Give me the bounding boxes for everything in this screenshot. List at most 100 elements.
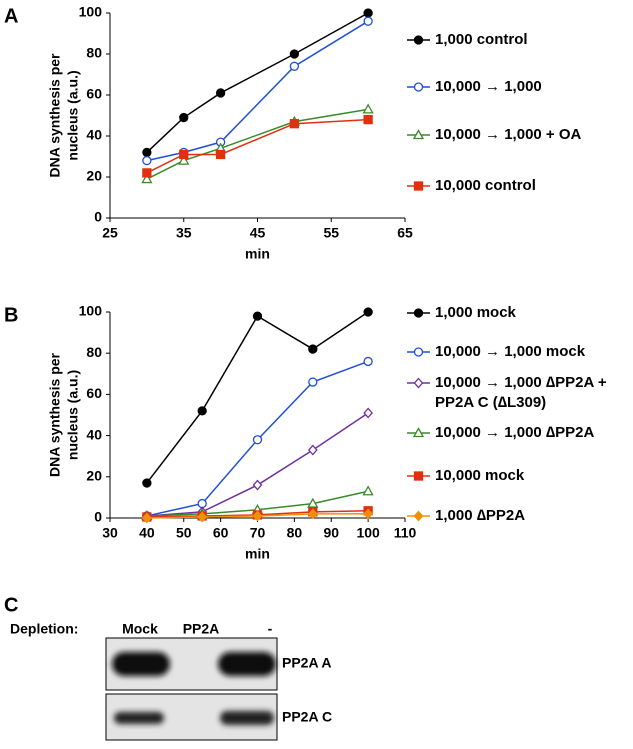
x-tick-label: 25 [102,225,118,241]
marker [363,8,373,18]
marker [307,497,319,508]
marker [413,471,424,481]
marker [412,427,425,438]
x-tick-label: 110 [394,525,417,541]
marker [289,49,300,59]
lane-label: Mock [122,621,158,637]
marker [413,377,424,389]
y-axis-title: DNA synthesis per [47,352,63,477]
y-tick-label: 60 [86,385,102,401]
marker [142,155,152,166]
marker [413,35,424,45]
marker [363,356,373,367]
marker [363,307,373,317]
x-tick-label: 65 [397,225,413,241]
marker [289,119,300,129]
marker [142,168,152,178]
legend-label: 10,000 → 1,000 ∆PP2A + PP2A C (∆L309) [435,374,607,411]
band [220,711,274,725]
row-label: Depletion: [10,621,78,637]
marker [308,377,318,387]
legend-label: 10,000 → 1,000 mock [435,343,586,360]
y-tick-label: 80 [86,344,102,360]
lane-label: PP2A [183,621,220,637]
legend-item: 10,000 → 1,000 [435,78,542,95]
legend-label: 1,000 ∆PP2A [435,507,526,524]
band [114,712,164,724]
x-tick-label: 35 [176,225,192,241]
legend-item: 10,000 → 1,000 + OA [435,126,581,143]
marker [179,149,189,160]
legend-item: 10,000 mock [435,467,525,484]
marker [413,181,424,191]
x-tick-label: 90 [323,525,339,541]
marker [362,103,374,114]
marker [252,479,263,491]
lane-label: - [268,621,273,637]
marker [307,444,318,456]
marker [215,88,226,98]
marker [141,173,153,184]
legend-item: 10,000 control [435,177,536,194]
marker [142,147,152,158]
marker [413,510,424,522]
legend-item: 10,000 → 1,000 ∆PP2A [435,424,595,441]
y-tick-label: 0 [94,509,102,525]
legend-label: 10,000 control [435,177,536,194]
x-tick-label: 70 [250,525,266,541]
panel-label: C [4,594,18,616]
marker [289,61,300,71]
x-tick-label: 50 [176,525,192,541]
y-axis-title: DNA synthesis per [47,53,63,178]
series-line [146,412,369,517]
marker [215,149,226,160]
y-tick-label: 40 [86,426,102,442]
legend-item: 1,000 ∆PP2A [435,507,526,524]
x-tick-label: 45 [250,225,266,241]
y-tick-label: 20 [86,468,102,484]
x-tick-label: 60 [213,525,229,541]
marker [178,154,190,165]
marker [413,308,424,318]
legend-label: 10,000 → 1,000 [435,78,542,95]
marker [363,407,373,419]
y-tick-label: 40 [86,127,102,143]
x-tick-label: 40 [139,525,155,541]
series-line [146,12,369,153]
marker [307,508,318,520]
legend-label: 10,000 → 1,000 ∆PP2A [435,424,595,441]
x-tick-label: 55 [323,225,339,241]
panel-label: B [4,304,18,326]
y-axis-title: nucleus (a.u.) [65,70,81,160]
marker [413,347,424,357]
legend-label: 1,000 control [435,31,528,48]
marker [179,112,189,123]
band [218,652,276,676]
legend-item: 1,000 mock [435,304,516,321]
x-tick-label: 80 [287,525,303,541]
x-tick-label: 100 [356,525,380,541]
x-axis-title: min [245,246,270,262]
marker [197,406,207,416]
marker [142,512,152,524]
marker [413,82,424,92]
marker [308,344,318,354]
y-axis-title: nucleus (a.u.) [65,370,81,460]
marker [252,435,263,445]
marker [197,511,208,523]
legend-item: 1,000 control [435,31,528,48]
y-tick-label: 100 [79,4,103,20]
x-axis-title: min [245,546,270,562]
legend-item: 10,000 → 1,000 mock [435,343,586,360]
marker [142,478,152,488]
legend-label: 10,000 mock [435,467,525,484]
y-tick-label: 100 [79,303,103,319]
band-label: PP2A C [282,709,332,725]
marker [412,129,425,140]
panel-label: A [4,5,18,27]
y-tick-label: 60 [86,86,102,102]
series-line [146,311,369,484]
band-label: PP2A A [282,655,332,671]
marker [252,311,263,321]
